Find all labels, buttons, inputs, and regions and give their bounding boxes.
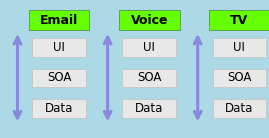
FancyBboxPatch shape <box>122 69 176 87</box>
Text: Data: Data <box>135 102 164 115</box>
Text: UI: UI <box>143 41 155 54</box>
FancyBboxPatch shape <box>213 38 266 57</box>
Text: SOA: SOA <box>227 71 252 84</box>
Text: Voice: Voice <box>130 14 168 26</box>
FancyBboxPatch shape <box>122 99 176 118</box>
FancyBboxPatch shape <box>32 69 86 87</box>
FancyBboxPatch shape <box>32 38 86 57</box>
FancyBboxPatch shape <box>213 99 266 118</box>
Text: SOA: SOA <box>47 71 71 84</box>
Text: UI: UI <box>233 41 245 54</box>
FancyBboxPatch shape <box>32 99 86 118</box>
FancyBboxPatch shape <box>209 10 269 30</box>
Text: Email: Email <box>40 14 78 26</box>
Text: SOA: SOA <box>137 71 161 84</box>
Text: Data: Data <box>225 102 254 115</box>
FancyBboxPatch shape <box>122 38 176 57</box>
Text: UI: UI <box>53 41 65 54</box>
FancyBboxPatch shape <box>119 10 180 30</box>
FancyBboxPatch shape <box>29 10 89 30</box>
Text: Data: Data <box>45 102 73 115</box>
Text: TV: TV <box>230 14 249 26</box>
FancyBboxPatch shape <box>213 69 266 87</box>
